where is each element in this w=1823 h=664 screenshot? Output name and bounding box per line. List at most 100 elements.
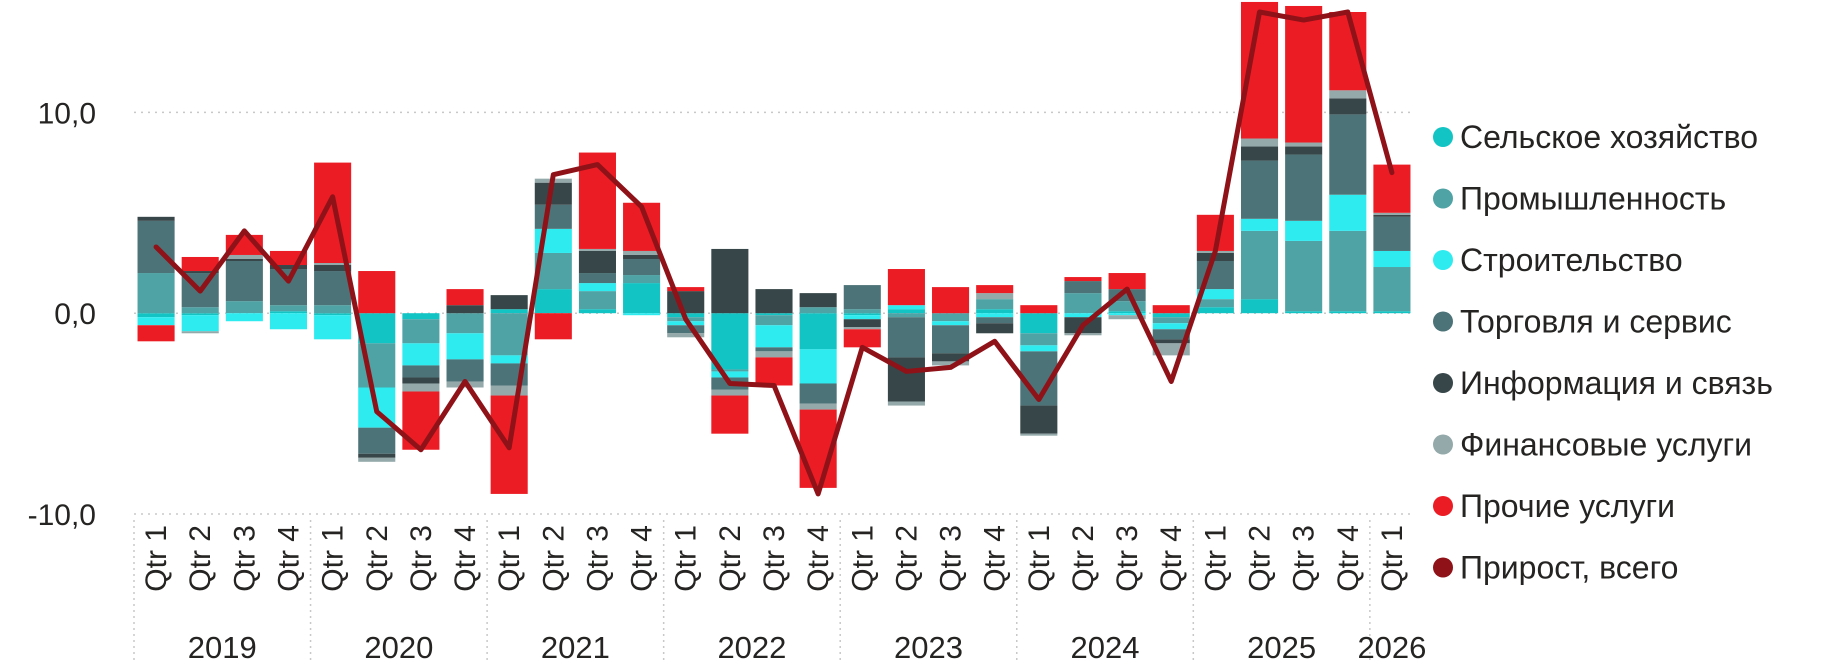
bar-segment-1	[269, 311, 308, 314]
bar-segment-3	[755, 325, 793, 348]
bar-segment-4	[402, 365, 440, 378]
x-tick-label: Qtr 4	[979, 525, 1012, 592]
x-tick-label: Qtr 3	[935, 525, 968, 592]
x-tick-label: Qtr 2	[537, 525, 570, 592]
bar-segment-5	[534, 182, 572, 205]
bar-stack	[667, 287, 705, 338]
bar-segment-1	[358, 313, 396, 344]
x-tick-label: Qtr 2	[890, 525, 923, 592]
legend-item[interactable]: Прочие услуги	[1433, 488, 1675, 524]
bar-segment-4	[314, 271, 352, 306]
bar-segment-4	[1373, 216, 1411, 251]
legend-item[interactable]: Строительство	[1433, 242, 1683, 278]
x-tick-label: Qtr 3	[405, 525, 438, 592]
bar-segment-2	[314, 305, 352, 314]
bar-segment-2	[755, 315, 793, 326]
bar-segment-5	[578, 250, 616, 274]
bar-segment-6	[181, 331, 219, 334]
bar-segment-3	[1329, 194, 1367, 231]
bar-segment-7	[1285, 5, 1323, 143]
bar-segment-4	[534, 204, 572, 229]
bar-segment-7	[137, 325, 175, 342]
bar-segment-6	[755, 351, 793, 358]
bar-segment-2	[181, 307, 219, 314]
bar-stack	[976, 285, 1014, 334]
bar-segment-1	[1285, 311, 1323, 314]
x-tick-label: Qtr 3	[758, 525, 791, 592]
bar-segment-4	[887, 317, 925, 358]
year-label: 2024	[1071, 630, 1140, 664]
bar-stack	[623, 202, 661, 316]
x-tick-label: Qtr 1	[1376, 525, 1409, 592]
legend-marker	[1433, 311, 1453, 332]
bar-stack	[711, 248, 749, 434]
bar-segment-5	[181, 271, 219, 274]
x-tick-label: Qtr 4	[802, 525, 835, 592]
bar-segment-5	[1240, 146, 1279, 161]
bar-segment-1	[623, 283, 661, 314]
legend: Сельское хозяйство Промышленность Строител…	[1433, 119, 1773, 586]
x-tick-label: Qtr 1	[317, 525, 350, 592]
bar-segment-4	[269, 269, 308, 306]
legend-label: Финансовые услуги	[1460, 427, 1752, 463]
bar-segment-6	[1064, 333, 1102, 336]
bar-segment-2	[711, 369, 749, 372]
bar-segment-5	[799, 293, 837, 308]
bar-segment-1	[843, 313, 881, 316]
bar-segment-2	[1329, 230, 1367, 312]
bar-segment-3	[1152, 323, 1190, 330]
bar-segment-7	[711, 395, 749, 434]
bar-segment-6	[843, 327, 881, 330]
x-tick-label: Qtr 2	[1067, 525, 1100, 592]
bar-segment-1	[1373, 311, 1411, 314]
legend-marker	[1433, 557, 1453, 578]
legend-item[interactable]: Информация и связь	[1433, 365, 1773, 401]
bar-segment-5	[1373, 214, 1411, 217]
legend-marker	[1433, 496, 1453, 516]
x-tick-label: Qtr 3	[581, 525, 614, 592]
legend-item[interactable]: Финансовые услуги	[1433, 427, 1752, 463]
bar-segment-2	[1196, 299, 1234, 308]
bar-segment-3	[269, 313, 308, 330]
bar-segment-4	[843, 285, 881, 310]
bar-stack	[181, 256, 219, 334]
bar-stack	[755, 289, 793, 386]
bar-segment-2	[976, 299, 1014, 310]
bar-segment-2	[269, 305, 308, 312]
bar-segment-2	[623, 275, 661, 284]
bar-segment-5	[314, 265, 352, 272]
x-tick-label: Qtr 2	[714, 525, 747, 592]
bar-segment-2	[1373, 267, 1411, 312]
bar-segment-3	[578, 283, 616, 292]
x-tick-label: Qtr 3	[228, 525, 261, 592]
legend-marker	[1433, 250, 1453, 270]
bar-segment-2	[402, 319, 440, 344]
legend-label: Сельское хозяйство	[1460, 119, 1758, 155]
bar-segment-7	[1064, 277, 1102, 282]
bar-segment-2	[799, 307, 837, 314]
legend-item[interactable]: Сельское хозяйство	[1433, 119, 1758, 155]
x-tick-label: Qtr 3	[1111, 525, 1144, 592]
bar-segment-5	[976, 323, 1014, 334]
bar-segment-2	[1108, 301, 1146, 312]
legend-label: Промышленность	[1460, 181, 1726, 217]
year-label: 2023	[894, 630, 963, 664]
bar-segment-3	[402, 343, 440, 366]
legend-item[interactable]: Прирост, всего	[1433, 550, 1678, 586]
bar-segment-6	[667, 333, 705, 338]
bar-segment-4	[755, 347, 793, 352]
legend-item[interactable]: Торговля и сервис	[1433, 304, 1732, 340]
y-tick-label: 0,0	[54, 298, 96, 331]
legend-item[interactable]: Промышленность	[1433, 181, 1726, 217]
bar-segment-3	[1064, 313, 1102, 318]
bar-segment-6	[799, 403, 837, 410]
bar-segment-3	[1196, 289, 1234, 300]
bar-stack	[843, 285, 881, 348]
bar-segment-3	[490, 355, 528, 364]
bar-stack	[1108, 273, 1146, 320]
bar-segment-5	[490, 295, 528, 310]
bar-stack	[799, 293, 837, 488]
bar-segment-6	[711, 389, 749, 396]
bar-segment-7	[887, 269, 925, 306]
